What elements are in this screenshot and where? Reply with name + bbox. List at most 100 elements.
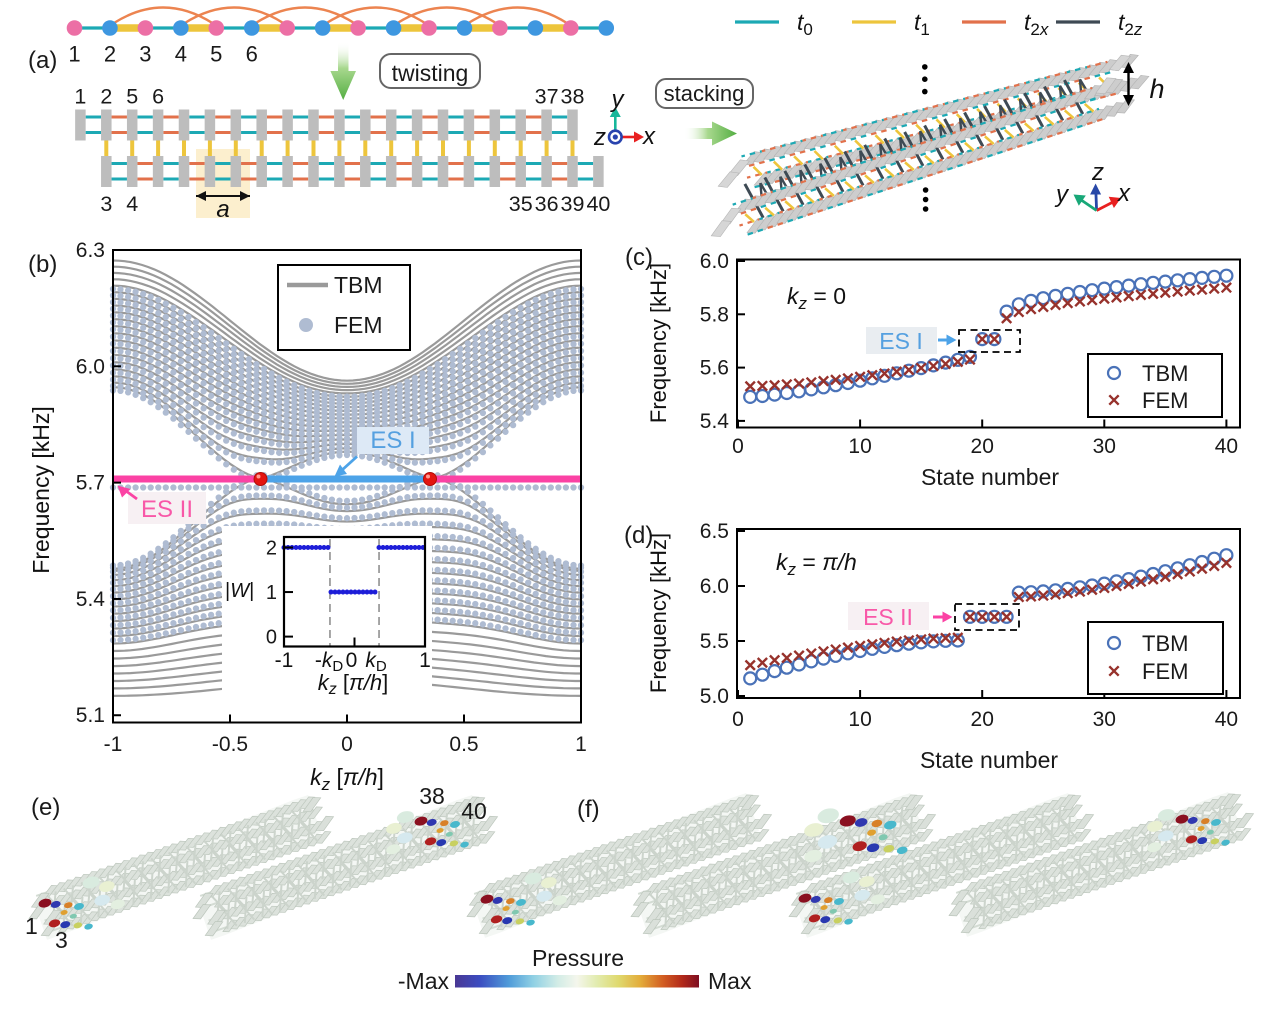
svg-text:5.8: 5.8 bbox=[700, 303, 729, 326]
svg-text:0: 0 bbox=[346, 649, 358, 672]
svg-text:1: 1 bbox=[266, 582, 277, 604]
svg-text:0: 0 bbox=[341, 733, 353, 756]
svg-text:kz [π/h]: kz [π/h] bbox=[318, 670, 388, 698]
svg-text:6: 6 bbox=[246, 42, 258, 67]
svg-text:39: 39 bbox=[561, 192, 585, 216]
svg-text:State number: State number bbox=[920, 747, 1058, 773]
svg-text:Frequency [kHz]: Frequency [kHz] bbox=[28, 406, 54, 573]
svg-text:0: 0 bbox=[732, 435, 744, 458]
svg-text:0: 0 bbox=[266, 627, 277, 649]
svg-text:Frequency [kHz]: Frequency [kHz] bbox=[646, 533, 671, 693]
svg-text:6.5: 6.5 bbox=[700, 520, 729, 543]
svg-text:6.0: 6.0 bbox=[700, 250, 729, 273]
svg-text:38: 38 bbox=[561, 85, 585, 109]
svg-text:-1: -1 bbox=[104, 733, 123, 756]
svg-text:30: 30 bbox=[1093, 708, 1116, 731]
svg-text:x: x bbox=[642, 123, 656, 150]
svg-text:-1: -1 bbox=[275, 649, 294, 672]
svg-text:a: a bbox=[216, 196, 229, 223]
svg-text:Frequency [kHz]: Frequency [kHz] bbox=[646, 263, 671, 423]
svg-text:x: x bbox=[1117, 180, 1131, 207]
svg-text:(e): (e) bbox=[31, 794, 60, 821]
svg-text:Max: Max bbox=[708, 968, 752, 994]
svg-text:-Max: -Max bbox=[398, 968, 450, 994]
svg-text:3: 3 bbox=[55, 927, 68, 953]
svg-text:1: 1 bbox=[68, 42, 80, 67]
svg-text:2: 2 bbox=[104, 42, 116, 67]
svg-text:y: y bbox=[1054, 181, 1070, 208]
svg-text:38: 38 bbox=[419, 783, 445, 809]
svg-text:37: 37 bbox=[535, 85, 559, 109]
svg-text:y: y bbox=[610, 86, 626, 113]
svg-text:ES I: ES I bbox=[879, 328, 922, 354]
svg-text:stacking: stacking bbox=[664, 81, 745, 106]
svg-text:Pressure: Pressure bbox=[532, 945, 624, 971]
svg-text:0: 0 bbox=[732, 708, 744, 731]
svg-text:5: 5 bbox=[210, 42, 222, 67]
svg-text:40: 40 bbox=[1215, 435, 1238, 458]
svg-text:5.0: 5.0 bbox=[700, 685, 729, 708]
svg-text:5.4: 5.4 bbox=[700, 410, 730, 433]
svg-text:kz [π/h]: kz [π/h] bbox=[310, 764, 384, 794]
svg-text:0.5: 0.5 bbox=[449, 733, 478, 756]
svg-text:ES II: ES II bbox=[141, 496, 193, 523]
svg-text:2: 2 bbox=[100, 85, 112, 109]
svg-text:6.0: 6.0 bbox=[76, 355, 105, 378]
svg-text:kD: kD bbox=[365, 649, 387, 675]
svg-text:36: 36 bbox=[535, 192, 559, 216]
svg-text:(f): (f) bbox=[577, 796, 600, 823]
svg-text:TBM: TBM bbox=[334, 272, 383, 298]
svg-text:|W|: |W| bbox=[225, 580, 254, 602]
svg-text:5: 5 bbox=[126, 85, 138, 109]
svg-text:h: h bbox=[1149, 74, 1164, 104]
svg-text:5.7: 5.7 bbox=[76, 472, 105, 495]
svg-text:(d): (d) bbox=[624, 522, 653, 549]
svg-text:35: 35 bbox=[509, 192, 533, 216]
svg-text:twisting: twisting bbox=[392, 60, 469, 86]
svg-text:40: 40 bbox=[586, 192, 610, 216]
svg-text:ES I: ES I bbox=[370, 427, 415, 454]
svg-text:TBM: TBM bbox=[1142, 631, 1188, 656]
svg-text:20: 20 bbox=[971, 708, 994, 731]
svg-text:z: z bbox=[593, 124, 606, 151]
svg-text:6.3: 6.3 bbox=[76, 239, 105, 262]
svg-text:t2x: t2x bbox=[1024, 9, 1049, 39]
svg-text:1: 1 bbox=[575, 733, 587, 756]
svg-text:4: 4 bbox=[175, 42, 187, 67]
svg-text:20: 20 bbox=[971, 435, 994, 458]
svg-text:kz = 0: kz = 0 bbox=[787, 283, 846, 313]
svg-text:5.5: 5.5 bbox=[700, 630, 729, 653]
svg-text:t0: t0 bbox=[797, 9, 813, 39]
svg-text:30: 30 bbox=[1093, 435, 1116, 458]
svg-text:4: 4 bbox=[126, 192, 138, 216]
svg-text:2: 2 bbox=[266, 538, 277, 560]
svg-text:-0.5: -0.5 bbox=[212, 733, 248, 756]
svg-text:40: 40 bbox=[1215, 708, 1238, 731]
svg-text:1: 1 bbox=[25, 913, 38, 939]
svg-text:6.0: 6.0 bbox=[700, 575, 729, 598]
svg-text:10: 10 bbox=[848, 435, 871, 458]
svg-text:FEM: FEM bbox=[1142, 659, 1188, 684]
svg-text:5.4: 5.4 bbox=[76, 588, 106, 611]
svg-text:1: 1 bbox=[419, 649, 431, 672]
svg-text:3: 3 bbox=[100, 192, 112, 216]
svg-text:5.6: 5.6 bbox=[700, 357, 729, 380]
svg-text:1: 1 bbox=[74, 85, 86, 109]
svg-text:z: z bbox=[1091, 159, 1104, 186]
svg-text:5.1: 5.1 bbox=[76, 704, 105, 727]
svg-text:ES II: ES II bbox=[863, 604, 913, 630]
svg-text:State number: State number bbox=[921, 464, 1059, 490]
svg-text:(b): (b) bbox=[28, 251, 57, 278]
svg-text:3: 3 bbox=[139, 42, 151, 67]
svg-text:(c): (c) bbox=[625, 244, 653, 271]
svg-text:kz = π/h: kz = π/h bbox=[776, 549, 857, 579]
svg-text:10: 10 bbox=[848, 708, 871, 731]
svg-text:t2z: t2z bbox=[1118, 9, 1143, 39]
svg-text:6: 6 bbox=[152, 85, 164, 109]
svg-text:FEM: FEM bbox=[334, 312, 383, 338]
svg-text:(a): (a) bbox=[28, 47, 57, 74]
svg-text:40: 40 bbox=[461, 798, 487, 824]
svg-text:TBM: TBM bbox=[1142, 361, 1188, 386]
svg-text:t1: t1 bbox=[914, 9, 930, 39]
svg-text:FEM: FEM bbox=[1142, 388, 1188, 413]
